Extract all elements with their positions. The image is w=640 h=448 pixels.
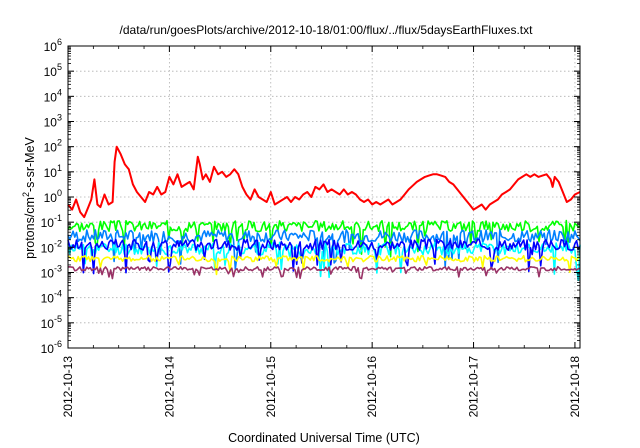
y-tick-label: 10-5 bbox=[41, 314, 62, 331]
grid-lines bbox=[68, 46, 580, 348]
series-line bbox=[67, 219, 581, 258]
y-tick-base: 10 bbox=[44, 40, 58, 54]
series-line bbox=[67, 254, 581, 276]
y-tick-label: 10-4 bbox=[41, 289, 62, 306]
y-tick-exponent: -5 bbox=[54, 314, 62, 324]
y-tick-base: 10 bbox=[41, 267, 55, 281]
y-tick-label: 102 bbox=[44, 138, 62, 155]
y-tick-base: 10 bbox=[41, 241, 55, 255]
axis-ticks bbox=[67, 45, 580, 349]
x-tick-label: 2012-10-15 bbox=[264, 356, 278, 418]
y-tick-label: 10-6 bbox=[41, 339, 62, 356]
y-tick-exponent: -6 bbox=[54, 339, 62, 349]
y-tick-base: 10 bbox=[44, 141, 58, 155]
y-tick-exponent: 4 bbox=[57, 87, 62, 97]
y-axis-label: protons/cm2-s-sr-MeV bbox=[21, 136, 37, 258]
y-tick-base: 10 bbox=[41, 317, 55, 331]
y-tick-exponent: 6 bbox=[57, 37, 62, 47]
y-tick-label: 10-1 bbox=[41, 213, 62, 230]
chart-title: /data/run/goesPlots/archive/2012-10-18/0… bbox=[120, 23, 534, 37]
y-tick-base: 10 bbox=[41, 292, 55, 306]
y-tick-exponent: -4 bbox=[54, 289, 62, 299]
x-tick-labels: 2012-10-13 2012-10-14 2012-10-15 2012-10-16… bbox=[61, 356, 582, 418]
y-tick-exponent: 0 bbox=[57, 188, 62, 198]
y-tick-exponent: -3 bbox=[54, 264, 62, 274]
data-series bbox=[67, 145, 581, 282]
x-tick-label: 2012-10-14 bbox=[162, 356, 176, 418]
series-line bbox=[67, 265, 581, 280]
x-tick-label: 2012-10-16 bbox=[365, 356, 379, 418]
y-tick-labels: 10610510410310210110010-110-210-310-410-… bbox=[41, 37, 62, 356]
y-tick-base: 10 bbox=[44, 65, 58, 79]
y-axis-label-rest: -s-sr-MeV bbox=[23, 136, 37, 192]
y-tick-label: 106 bbox=[44, 37, 62, 54]
x-axis-label: Coordinated Universal Time (UTC) bbox=[228, 431, 420, 445]
y-axis-label-base: protons/cm bbox=[23, 197, 37, 259]
y-tick-base: 10 bbox=[41, 342, 55, 356]
y-tick-label: 105 bbox=[44, 62, 62, 79]
y-tick-exponent: 1 bbox=[57, 163, 62, 173]
series-line bbox=[67, 145, 581, 219]
x-tick-label: 2012-10-13 bbox=[61, 356, 75, 418]
y-tick-label: 10-3 bbox=[41, 264, 62, 281]
y-tick-base: 10 bbox=[41, 216, 55, 230]
y-tick-label: 100 bbox=[44, 188, 62, 205]
y-tick-exponent: 5 bbox=[57, 62, 62, 72]
y-tick-label: 104 bbox=[44, 87, 62, 104]
y-tick-exponent: 3 bbox=[57, 113, 62, 123]
y-tick-exponent: 2 bbox=[57, 138, 62, 148]
series-line bbox=[67, 238, 581, 275]
y-tick-base: 10 bbox=[44, 191, 58, 205]
y-tick-base: 10 bbox=[44, 116, 58, 130]
y-tick-label: 10-2 bbox=[41, 238, 62, 255]
x-tick-label: 2012-10-17 bbox=[467, 356, 481, 418]
y-tick-exponent: -1 bbox=[54, 213, 62, 223]
y-tick-base: 10 bbox=[44, 166, 58, 180]
y-tick-exponent: -2 bbox=[54, 238, 62, 248]
y-axis-label-sup: 2 bbox=[21, 192, 31, 197]
y-tick-label: 101 bbox=[44, 163, 62, 180]
y-tick-base: 10 bbox=[44, 90, 58, 104]
y-tick-label: 103 bbox=[44, 113, 62, 130]
x-tick-label: 2012-10-18 bbox=[568, 356, 582, 418]
